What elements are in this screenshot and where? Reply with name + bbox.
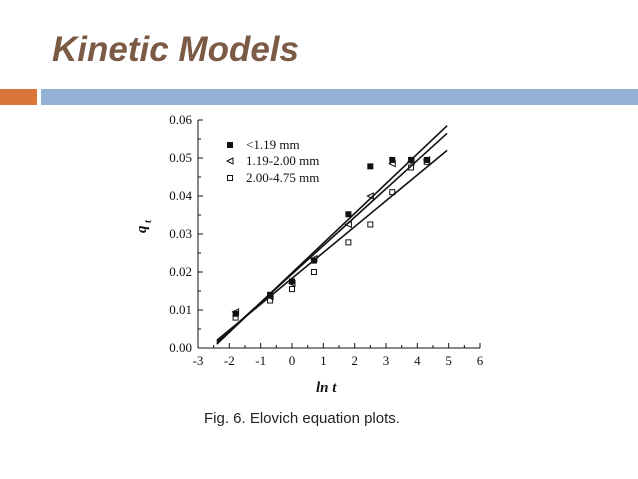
y-axis-label: q t [134,219,154,233]
point-filled-square [423,156,430,163]
point-open-square [345,239,352,246]
point-open-square [267,297,274,304]
y-tick-label: 0.00 [169,340,192,355]
point-filled-square [367,163,374,170]
legend-label-1: <1.19 mm [246,137,300,152]
point-open-square [389,189,396,196]
x-axis-label: ln t [316,380,337,396]
point-open-square [367,221,374,228]
y-tick-label: 0.01 [169,302,192,317]
point-open-square [232,314,239,321]
y-tick-label: 0.05 [169,150,192,165]
point-open-triangle [309,254,318,263]
point-open-triangle [406,157,415,166]
legend-item-3: 2.00-4.75 mm [227,170,319,185]
x-tick-label: -3 [193,353,204,368]
x-tick-label: 3 [383,353,390,368]
point-filled-square [389,156,396,163]
x-tick-label: -2 [224,353,235,368]
point-open-square [408,164,415,171]
accent-bar [0,89,37,105]
figure-caption: Fig. 6. Elovich equation plots. [204,410,400,427]
legend-item-2: 1.19-2.00 mm [225,153,319,168]
point-open-triangle [366,192,374,200]
y-tick-label: 0.06 [169,112,192,127]
y-tick-label: 0.04 [169,188,192,203]
x-tick-label: 0 [289,353,296,368]
legend-marker-open-triangle [225,157,234,165]
data-points [231,156,431,321]
x-tick-label: 1 [320,353,327,368]
legend-label-3: 2.00-4.75 mm [246,170,319,185]
legend: <1.19 mm 1.19-2.00 mm 2.00-4.75 mm [225,137,319,185]
y-axis-label-main: q [134,225,150,233]
point-open-square [289,286,295,293]
point-open-square [310,269,317,275]
x-tick-label: -1 [255,353,266,368]
legend-item-1: <1.19 mm [227,137,300,152]
legend-marker-open-square [227,175,233,181]
axes: -3 -2 -1 0 1 2 3 4 5 6 0.00 0.01 0.02 0.03 0.04 0.05 0.0… [169,112,484,368]
point-open-triangle [231,308,240,316]
point-filled-square [345,211,352,218]
title-rule-bar [41,89,638,105]
point-open-square [423,158,430,165]
x-tick-label: 2 [351,353,358,368]
point-open-triangle [287,279,296,288]
y-tick-label: 0.02 [169,264,192,279]
x-tick-label: 5 [445,353,452,368]
point-open-triangle [344,220,352,229]
x-tick-label: 4 [414,353,421,368]
point-open-triangle [388,159,396,168]
legend-marker-filled-square [227,142,233,148]
fit-line-series-3 [216,149,448,342]
legend-label-2: 1.19-2.00 mm [246,153,319,168]
x-tick-label: 6 [477,353,484,368]
y-axis-label-subscript: t [143,219,154,223]
slide-title: Kinetic Models [52,30,299,69]
y-tick-label: 0.03 [169,226,192,241]
